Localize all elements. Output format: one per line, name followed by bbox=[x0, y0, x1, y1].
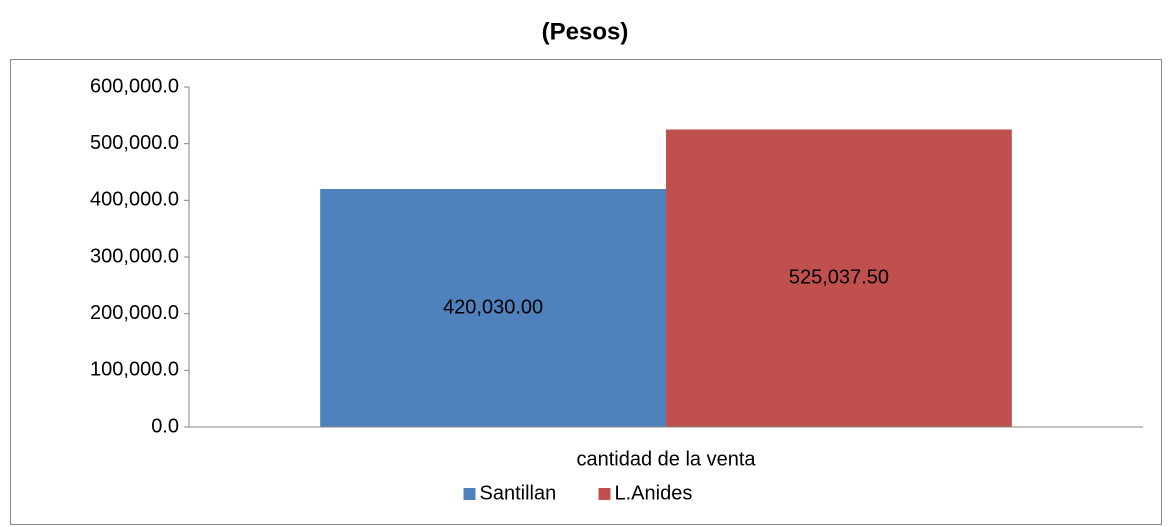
y-tick-label: 500,000.0 bbox=[90, 132, 179, 154]
y-tick-label: 200,000.0 bbox=[90, 302, 179, 324]
y-tick-label: 100,000.0 bbox=[90, 359, 179, 381]
legend-swatch bbox=[598, 488, 611, 500]
legend-swatch bbox=[463, 488, 476, 500]
data-label: 525,037.50 bbox=[789, 267, 889, 289]
y-tick-label: 400,000.0 bbox=[90, 189, 179, 211]
chart-title: (Pesos) bbox=[542, 18, 629, 45]
bar bbox=[320, 188, 666, 427]
legend-label: Santillan bbox=[480, 482, 557, 504]
legend-label: L.Anides bbox=[615, 482, 693, 504]
data-label: 420,030.00 bbox=[443, 296, 543, 318]
y-tick-label: 300,000.0 bbox=[90, 245, 179, 267]
bar bbox=[666, 129, 1012, 427]
y-tick-label: 0.0 bbox=[151, 415, 179, 437]
y-tick-label: 600,000.0 bbox=[90, 75, 179, 97]
x-tick-label: cantidad de la venta bbox=[576, 448, 756, 470]
chart-border bbox=[10, 59, 1162, 525]
